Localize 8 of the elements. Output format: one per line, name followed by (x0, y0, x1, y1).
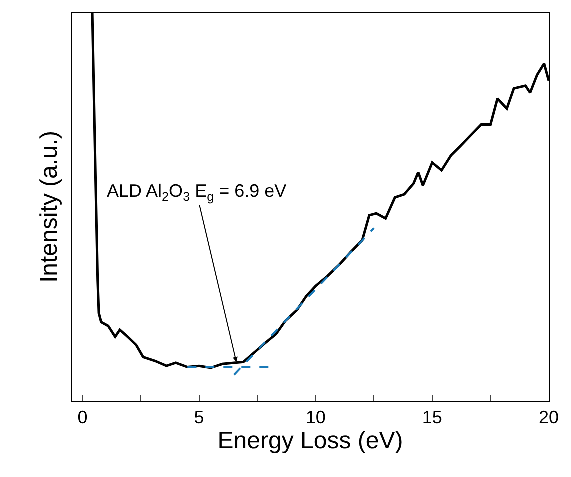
x-tick-label: 5 (194, 408, 204, 428)
x-tick-label: 0 (78, 408, 88, 428)
annotation: ALD Al$_{2}$O$_{3}$ E$_{g}$ = 6.9 eV (107, 181, 287, 204)
x-tick-label: 10 (306, 408, 326, 428)
x-axis-title: Energy Loss (eV) (218, 428, 404, 455)
x-tick-label: 20 (538, 408, 560, 428)
y-axis-title: Intensity (a.u.) (36, 130, 64, 284)
x-tick-label: 15 (422, 408, 442, 428)
